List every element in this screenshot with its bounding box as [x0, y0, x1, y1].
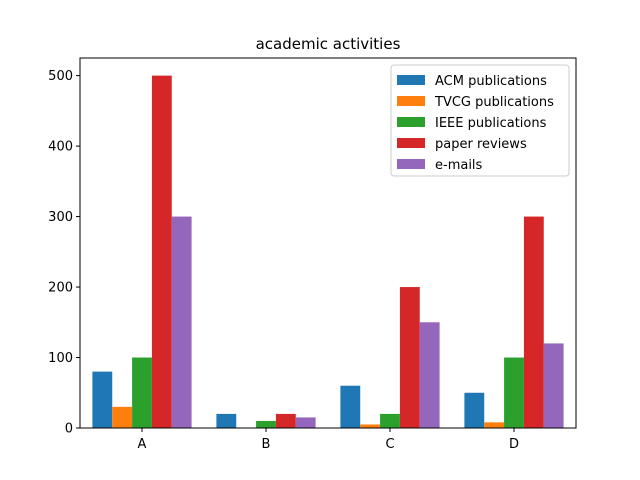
legend-label-tvcg-publications: TVCG publications	[434, 95, 554, 110]
y-tick-label-400: 400	[48, 140, 73, 155]
y-tick-label-100: 100	[48, 351, 73, 366]
x-tick-label-b: B	[262, 437, 271, 452]
bar-e-mails-a	[171, 216, 192, 428]
y-tick-label-300: 300	[48, 210, 73, 225]
y-tick-label-0: 0	[65, 422, 73, 437]
legend-label-ieee-publications: IEEE publications	[435, 116, 547, 131]
bar-tvcg-publications-a	[112, 406, 133, 428]
bars-group	[92, 75, 564, 428]
bar-e-mails-c	[419, 322, 440, 428]
bar-acm-publications-b	[216, 413, 237, 428]
bar-paper-reviews-a	[151, 75, 172, 428]
bar-acm-publications-c	[340, 385, 361, 428]
bar-paper-reviews-c	[399, 287, 420, 428]
legend-swatch-paper-reviews	[397, 138, 425, 148]
bar-paper-reviews-d	[523, 216, 544, 428]
bar-paper-reviews-b	[275, 413, 296, 428]
x-tick-label-d: D	[509, 437, 519, 452]
y-axis: 0 100 200 300 400 500	[48, 69, 80, 437]
bar-acm-publications-d	[464, 392, 485, 428]
bar-tvcg-publications-d	[484, 422, 505, 428]
legend-frame	[390, 64, 570, 177]
bar-e-mails-b	[295, 417, 316, 428]
legend-swatch-tvcg-publications	[397, 96, 425, 106]
legend-label-acm-publications: ACM publications	[435, 74, 547, 89]
y-tick-label-200: 200	[48, 281, 73, 296]
legend-label-paper-reviews: paper reviews	[435, 137, 527, 152]
bar-tvcg-publications-c	[360, 424, 381, 428]
x-axis: A B C D	[138, 428, 519, 452]
legend: ACM publications TVCG publications IEEE pu…	[390, 64, 570, 177]
bar-ieee-publications-a	[132, 357, 152, 428]
x-tick-label-a: A	[138, 437, 147, 452]
bar-ieee-publications-b	[256, 420, 276, 428]
legend-swatch-acm-publications	[397, 75, 425, 85]
y-tick-label-500: 500	[48, 69, 73, 84]
legend-swatch-ieee-publications	[397, 117, 425, 127]
legend-label-e-mails: e-mails	[435, 158, 483, 173]
bar-ieee-publications-d	[504, 357, 524, 428]
bar-e-mails-d	[543, 343, 564, 428]
chart-title: academic activities	[256, 35, 401, 53]
x-tick-label-c: C	[385, 437, 394, 452]
bar-ieee-publications-c	[380, 413, 400, 428]
bar-acm-publications-a	[92, 371, 113, 428]
plot-frame	[79, 57, 577, 429]
legend-swatch-e-mails	[397, 159, 425, 169]
